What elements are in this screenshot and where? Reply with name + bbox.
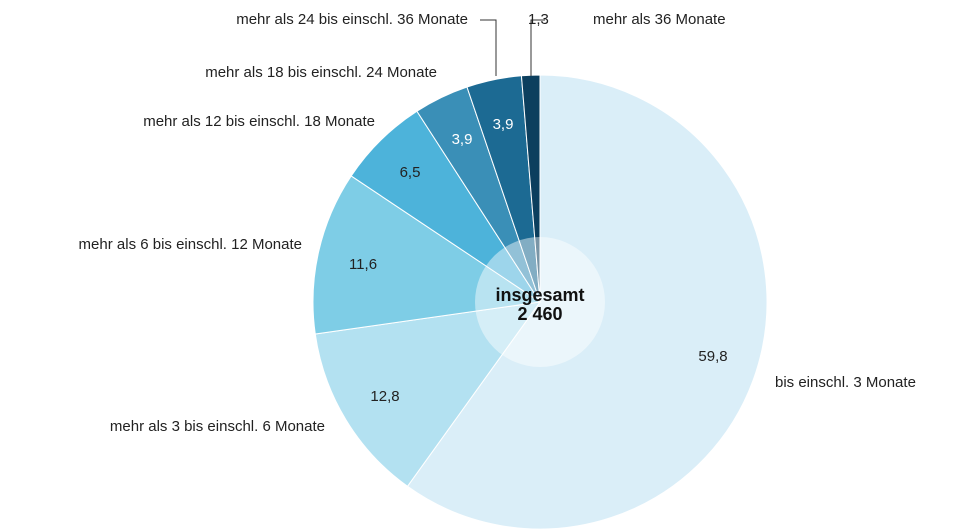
center-hole bbox=[475, 237, 605, 367]
category-label: bis einschl. 3 Monate bbox=[775, 374, 916, 391]
category-label: mehr als 3 bis einschl. 6 Monate bbox=[110, 418, 325, 435]
pie-slice bbox=[312, 175, 542, 335]
leader-line bbox=[530, 19, 545, 76]
value-label: 3,9 bbox=[452, 131, 473, 148]
pie-slice bbox=[406, 74, 768, 529]
value-label: 1,3 bbox=[528, 11, 549, 28]
value-label: 3,9 bbox=[493, 116, 514, 133]
category-label: mehr als 18 bis einschl. 24 Monate bbox=[205, 64, 437, 81]
value-label: 6,5 bbox=[400, 164, 421, 181]
leader-line bbox=[480, 19, 497, 76]
category-label: mehr als 36 Monate bbox=[593, 11, 726, 28]
category-label: mehr als 6 bis einschl. 12 Monate bbox=[79, 236, 302, 253]
center-total: 2 460 bbox=[517, 304, 562, 324]
value-label: 59,8 bbox=[698, 348, 727, 365]
center-label: insgesamt bbox=[495, 285, 584, 305]
category-label: mehr als 12 bis einschl. 18 Monate bbox=[143, 113, 375, 130]
pie-slice bbox=[314, 301, 542, 488]
category-label: mehr als 24 bis einschl. 36 Monate bbox=[236, 11, 468, 28]
value-label: 12,8 bbox=[370, 388, 399, 405]
value-label: 11,6 bbox=[349, 256, 377, 273]
